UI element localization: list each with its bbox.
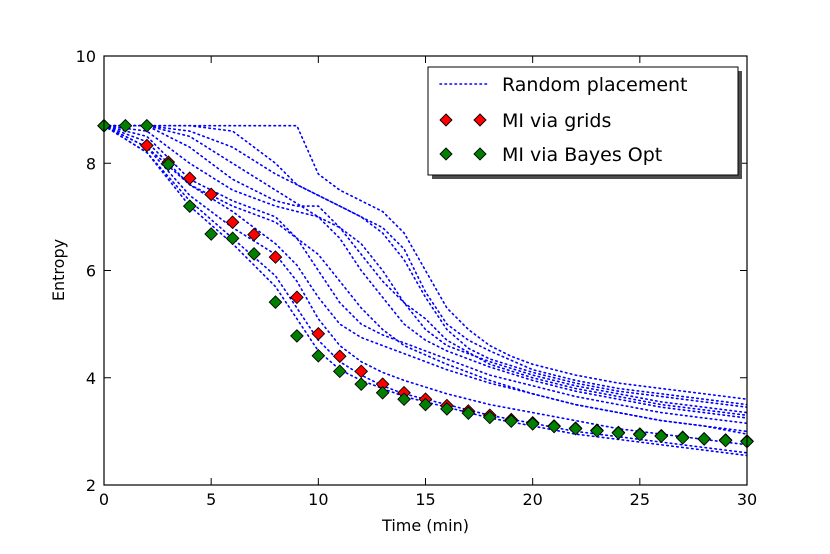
x-tick-label: 20	[522, 490, 542, 509]
legend-label-random: Random placement	[502, 74, 688, 96]
mi-via-grids-point	[268, 250, 283, 264]
legend-entry-bayes: MI via Bayes Opt	[439, 144, 662, 166]
mi-via-grids-point	[311, 326, 326, 341]
random-placement-line-12	[104, 124, 747, 435]
mi-via-bayes-opt-point	[354, 377, 369, 392]
mi-via-bayes-opt-point	[611, 426, 626, 440]
random-placement-line-4	[104, 124, 747, 414]
legend-entry-random: Random placement	[439, 74, 688, 96]
random-placement-line-3	[104, 124, 747, 408]
mi-via-bayes-opt-point	[525, 417, 540, 431]
random-placement-line-1	[104, 124, 747, 400]
random-placement-line-7	[104, 124, 747, 425]
legend-marker-bayes	[439, 147, 453, 161]
mi-via-grids-point	[332, 349, 347, 364]
y-axis-label: Entropy	[49, 239, 68, 301]
random-placement-line-5	[104, 124, 747, 417]
mi-via-bayes-opt-point	[547, 419, 561, 434]
mi-via-bayes-opt-point	[161, 157, 176, 172]
mi-via-grids-point	[225, 215, 240, 230]
mi-via-grids-point	[182, 171, 197, 186]
mi-via-bayes-opt-point	[204, 227, 219, 241]
random-placement-line-2	[104, 124, 747, 406]
random-placement-line-6	[104, 124, 747, 419]
mi-via-grids-point	[247, 227, 261, 242]
x-tick-label: 5	[206, 490, 216, 509]
mi-via-bayes-opt-point	[568, 421, 583, 436]
y-tick-label: 6	[86, 262, 96, 281]
legend: Random placement MI via grids MI via Bay…	[427, 66, 742, 179]
mi-via-bayes-opt-point	[461, 406, 476, 420]
mi-via-grids-point	[140, 138, 154, 153]
mi-via-bayes-opt-point	[590, 424, 604, 438]
mi-via-bayes-opt-point	[375, 385, 390, 400]
mi-via-bayes-opt-point	[140, 118, 154, 133]
mi-via-grids-point	[290, 290, 304, 305]
legend-marker-grids	[473, 113, 487, 127]
y-tick-label: 10	[76, 47, 96, 66]
mi-via-bayes-opt-point	[418, 397, 433, 412]
mi-via-bayes-opt-point	[397, 392, 411, 407]
mi-via-bayes-opt-point	[332, 364, 347, 379]
legend-marker-bayes	[473, 147, 487, 161]
mi-via-bayes-opt-point	[118, 118, 133, 133]
mi-via-bayes-opt-point	[697, 432, 711, 446]
random-placement-line-8	[104, 124, 747, 433]
x-axis-label: Time (min)	[381, 516, 469, 535]
mi-via-bayes-opt-point	[311, 348, 326, 363]
legend-entry-grids: MI via grids	[439, 110, 611, 132]
legend-marker-grids	[439, 113, 453, 127]
mi-via-bayes-opt-point	[268, 295, 283, 309]
mi-via-bayes-opt-point	[182, 199, 197, 213]
mi-via-bayes-opt-point	[654, 429, 669, 444]
mi-via-bayes-opt-point	[632, 427, 647, 442]
mi-via-bayes-opt-point	[290, 329, 304, 343]
axis-layer: 0 5 10 15 20 25 30 2 4 6 8 10	[76, 47, 758, 509]
mi-via-bayes-opt-point	[482, 410, 497, 425]
y-tick-label: 4	[86, 369, 96, 388]
y-tick-label: 2	[86, 476, 96, 495]
x-tick-label: 0	[99, 490, 109, 509]
marker-layer	[97, 118, 754, 449]
mi-via-bayes-opt-point	[675, 430, 690, 445]
mi-via-bayes-opt-point	[718, 433, 733, 448]
x-tick-label: 15	[415, 490, 435, 509]
x-tick-label: 25	[630, 490, 650, 509]
mi-via-bayes-opt-point	[504, 414, 519, 429]
y-tick-label: 8	[86, 154, 96, 173]
mi-via-bayes-opt-point	[247, 247, 261, 261]
legend-label-grids: MI via grids	[502, 110, 611, 132]
mi-via-bayes-opt-point	[225, 231, 240, 246]
mi-via-bayes-opt-point	[440, 402, 454, 416]
legend-label-bayes: MI via Bayes Opt	[502, 144, 662, 166]
x-tick-label: 10	[308, 490, 328, 509]
mi-via-grids-point	[204, 187, 219, 202]
x-tick-label: 30	[737, 490, 757, 509]
